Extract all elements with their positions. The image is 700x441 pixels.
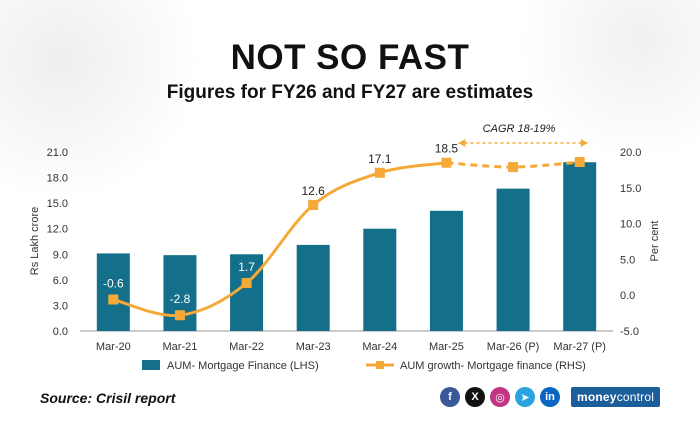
growth-marker	[374, 167, 385, 178]
x-tick-label: Mar-22	[229, 341, 264, 353]
growth-data-label: 17.1	[368, 152, 392, 166]
brand-main: money	[577, 390, 617, 404]
left-axis-tick: 9.0	[53, 249, 68, 261]
x-tick-label: Mar-20	[96, 341, 131, 353]
bar-aum	[96, 253, 130, 331]
bar-aum	[363, 228, 397, 331]
bar-aum	[429, 210, 463, 331]
left-axis-label: Rs Lakh crore	[29, 207, 41, 275]
growth-marker	[108, 294, 119, 305]
bar-aum	[296, 244, 330, 331]
left-axis-tick: 3.0	[53, 300, 68, 312]
x-icon[interactable]: X	[465, 387, 485, 407]
x-tick-label: Mar-26 (P)	[487, 341, 540, 353]
linkedin-icon[interactable]: in	[540, 387, 560, 407]
brand-accent: control	[616, 390, 655, 404]
legend-swatch-marker	[376, 361, 384, 369]
right-axis-tick: 20.0	[620, 147, 641, 159]
right-axis-label: Per cent	[649, 221, 661, 262]
growth-data-label: 18.5	[435, 142, 459, 156]
cagr-arrow-right-head	[580, 139, 588, 147]
right-axis-tick: 10.0	[620, 219, 641, 231]
x-tick-label: Mar-24	[362, 341, 397, 353]
left-axis-tick: 0.0	[53, 326, 68, 338]
moneycontrol-logo[interactable]: moneycontrol	[571, 387, 661, 407]
x-tick-label: Mar-27 (P)	[553, 341, 606, 353]
cagr-annotation: CAGR 18-19%	[483, 123, 556, 135]
right-axis-tick: 15.0	[620, 183, 641, 195]
growth-marker	[574, 157, 585, 168]
left-axis-tick: 15.0	[47, 198, 68, 210]
bar-aum	[563, 162, 597, 331]
growth-data-label: -0.6	[103, 276, 124, 290]
legend-label-bar: AUM- Mortgage Finance (LHS)	[167, 360, 319, 372]
left-axis-tick: 12.0	[47, 224, 68, 236]
growth-data-label: -2.8	[170, 292, 191, 306]
growth-marker	[241, 278, 252, 289]
growth-marker	[174, 310, 185, 321]
x-tick-label: Mar-21	[163, 341, 198, 353]
source-note: Source: Crisil report	[40, 390, 176, 406]
social-links: f X ◎ ➤ in moneycontrol	[440, 386, 661, 408]
left-axis-tick: 6.0	[53, 275, 68, 287]
instagram-icon[interactable]: ◎	[490, 387, 510, 407]
legend-label-line: AUM growth- Mortgage finance (RHS)	[400, 360, 586, 372]
growth-marker	[308, 199, 319, 210]
right-axis-tick: 5.0	[620, 254, 635, 266]
legend-swatch-bar	[142, 360, 160, 370]
right-axis-tick: 0.0	[620, 290, 635, 302]
x-tick-label: Mar-23	[296, 341, 331, 353]
chart-subtitle: Figures for FY26 and FY27 are estimates	[166, 82, 534, 103]
left-axis-tick: 18.0	[47, 173, 68, 185]
x-tick-label: Mar-25	[429, 341, 464, 353]
growth-marker	[441, 157, 452, 168]
chart-title: NOT SO FAST	[230, 38, 470, 77]
facebook-icon[interactable]: f	[440, 387, 460, 407]
right-axis-tick: -5.0	[620, 326, 639, 338]
growth-data-label: 1.7	[238, 260, 255, 274]
telegram-icon[interactable]: ➤	[515, 387, 535, 407]
growth-data-label: 12.6	[302, 184, 326, 198]
growth-line-actual	[112, 161, 447, 318]
bar-aum	[496, 188, 530, 331]
growth-marker	[508, 162, 519, 173]
left-axis-tick: 21.0	[47, 147, 68, 159]
cagr-arrow-left-head	[458, 139, 466, 147]
